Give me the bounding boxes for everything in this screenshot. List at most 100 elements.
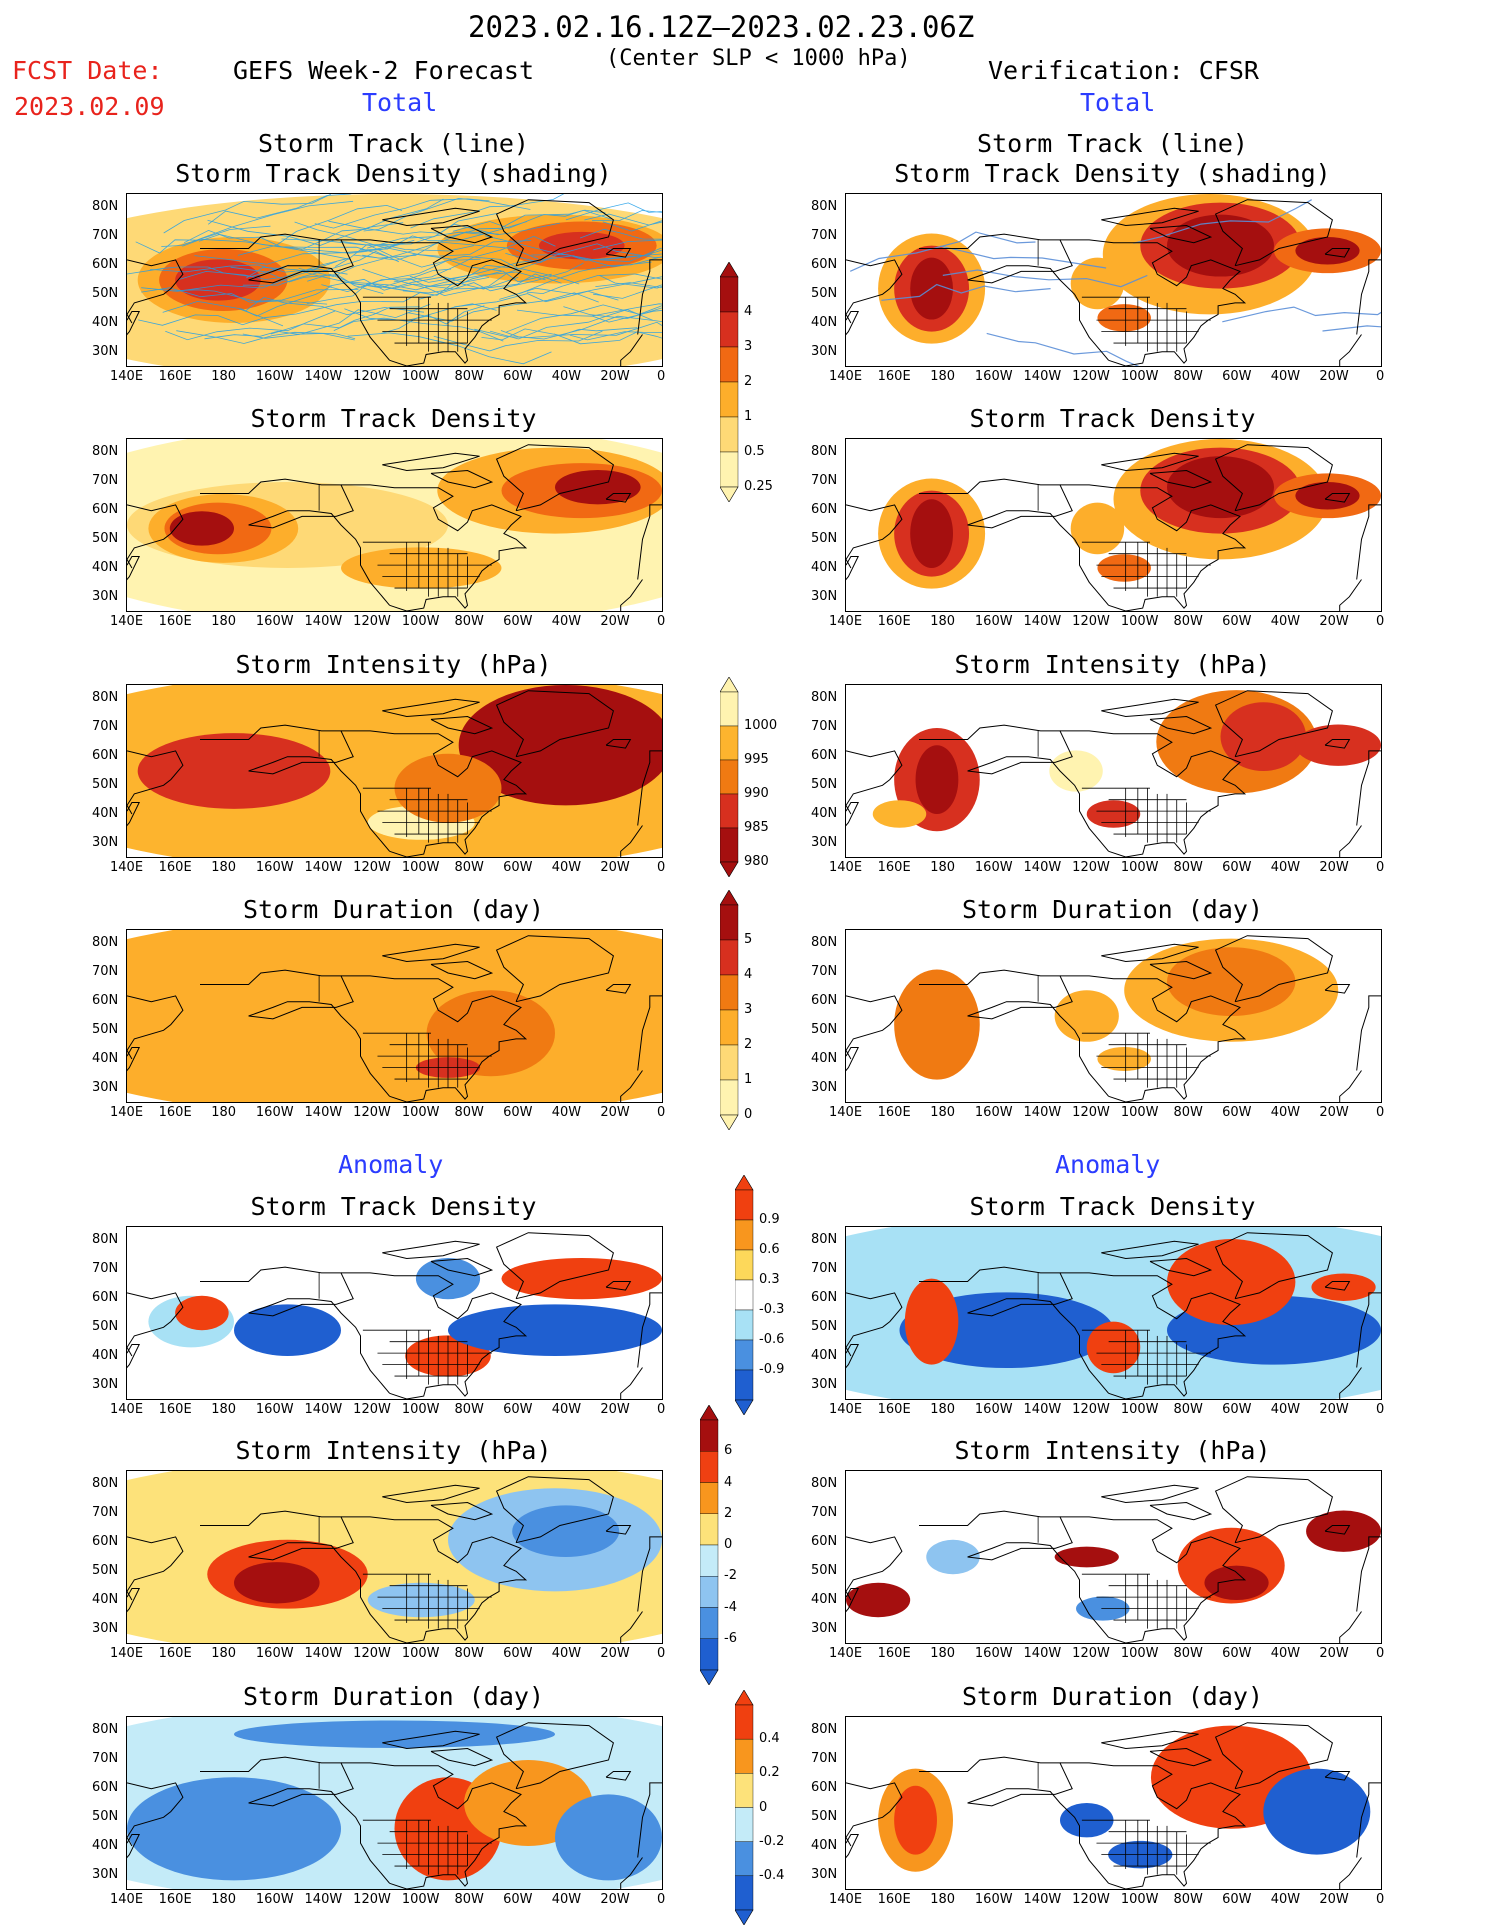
- lon-tick-label: 0: [657, 1105, 666, 1120]
- storm-track-line: [353, 240, 532, 261]
- lat-tick-label: 30N: [92, 344, 119, 359]
- coastline: [846, 311, 860, 336]
- coastline: [637, 259, 662, 335]
- lat-tick-label: 80N: [92, 444, 119, 459]
- right-column-title: Verification: CFSR: [988, 56, 1259, 85]
- lon-tick-label: 40W: [551, 1402, 582, 1417]
- storm-track-line: [1222, 306, 1381, 323]
- storm-track-line: [433, 330, 603, 352]
- lat-tick-label: 30N: [811, 344, 838, 359]
- panel-title: Storm Track Density: [250, 404, 537, 433]
- lon-tick-label: 20W: [600, 1402, 630, 1417]
- lon-tick-label: 0: [657, 860, 666, 875]
- lon-tick-label: 140W: [1023, 1105, 1062, 1120]
- coastline: [382, 1730, 480, 1750]
- lon-tick-label: 160W: [974, 1105, 1013, 1120]
- lon-tick-label: 140E: [829, 369, 863, 384]
- coastline: [1149, 960, 1213, 980]
- coastline: [1060, 1272, 1247, 1399]
- colorbar-label: 980: [744, 854, 769, 869]
- lon-tick-label: 160W: [974, 1402, 1013, 1417]
- storm-track-line: [242, 251, 400, 286]
- panel-title: Storm Track (line): [258, 129, 529, 158]
- lon-tick-label: 60W: [503, 1646, 533, 1661]
- colorbar-label: 0.25: [744, 479, 773, 494]
- lat-tick-label: 30N: [92, 1080, 119, 1095]
- storm-track-line: [344, 305, 485, 325]
- colorbar-segment: [719, 1044, 739, 1081]
- lat-tick-label: 50N: [811, 1022, 838, 1037]
- storm-track-line: [270, 306, 420, 335]
- storm-track-line: [444, 209, 606, 239]
- colorbar-segment: [734, 1841, 754, 1877]
- storm-track-line: [298, 231, 499, 277]
- colorbar-segment: [719, 759, 739, 795]
- lon-tick-label: 60W: [503, 614, 533, 629]
- map-panel: [126, 929, 663, 1103]
- lat-tick-label: 60N: [811, 1780, 838, 1795]
- lon-tick-label: 0: [1376, 369, 1385, 384]
- lon-tick-label: 160E: [158, 1402, 192, 1417]
- storm-track-line: [563, 306, 662, 320]
- lon-tick-label: 160W: [974, 1646, 1013, 1661]
- lon-tick-label: 160W: [255, 1402, 294, 1417]
- lat-tick-label: 70N: [92, 1505, 119, 1520]
- lon-tick-label: 160W: [255, 1892, 294, 1907]
- map-svg: [127, 685, 662, 857]
- lon-tick-label: 160E: [877, 1402, 911, 1417]
- storm-track-line: [593, 284, 662, 299]
- colorbar-label: 4: [744, 967, 753, 982]
- shaded-region: [1167, 1239, 1296, 1326]
- lon-tick-label: 100W: [1120, 614, 1159, 629]
- lon-tick-label: 160W: [974, 369, 1013, 384]
- state-borders: [1037, 484, 1211, 597]
- lat-tick-label: 70N: [92, 228, 119, 243]
- shaded-region: [1311, 1273, 1376, 1301]
- storm-track-line: [1133, 199, 1312, 244]
- shaded-region: [846, 1582, 911, 1618]
- coastline: [919, 478, 1109, 606]
- coastline: [200, 233, 390, 361]
- lon-tick-label: 40W: [551, 614, 582, 629]
- lon-tick-label: 80W: [1173, 614, 1203, 629]
- shaded-region: [341, 547, 502, 589]
- right-anomaly-label: Anomaly: [1055, 1150, 1161, 1179]
- lon-tick-label: 100W: [401, 1105, 440, 1120]
- colorbar-arrow-top: [734, 1174, 754, 1191]
- shaded-region: [1097, 554, 1151, 582]
- lon-tick-label: 120W: [353, 1892, 391, 1907]
- lon-tick-label: 180: [930, 1892, 956, 1907]
- coastline: [605, 1281, 632, 1291]
- lat-tick-label: 70N: [811, 1505, 838, 1520]
- colorbar-label: 4: [724, 1474, 733, 1490]
- colorbar-segment: [734, 1279, 754, 1311]
- lat-tick-label: 50N: [92, 1809, 119, 1824]
- lon-tick-label: 140E: [110, 1402, 144, 1417]
- coastline: [341, 730, 528, 857]
- lon-tick-label: 80W: [1173, 1892, 1203, 1907]
- coastline: [1339, 1070, 1362, 1102]
- colorbar-label: 5: [744, 932, 753, 947]
- lon-tick-label: 120W: [1072, 860, 1110, 875]
- lon-tick-label: 40W: [1270, 1402, 1301, 1417]
- lon-tick-label: 120W: [353, 860, 391, 875]
- lon-tick-label: 180: [211, 614, 237, 629]
- colorbar-segment: [734, 1339, 754, 1371]
- coastline: [430, 715, 494, 735]
- lon-tick-label: 40W: [1270, 1892, 1301, 1907]
- storm-track-line: [505, 243, 662, 264]
- coastline: [605, 248, 632, 258]
- lon-tick-label: 20W: [1319, 1105, 1349, 1120]
- lon-tick-label: 180: [930, 614, 956, 629]
- lon-tick-label: 160W: [974, 860, 1013, 875]
- left-column-title: GEFS Week-2 Forecast: [233, 56, 535, 85]
- colorbar-segment: [719, 381, 739, 418]
- coastline: [495, 935, 614, 1003]
- lon-tick-label: 80W: [454, 369, 484, 384]
- coastline: [846, 750, 903, 815]
- lon-tick-label: 140E: [829, 614, 863, 629]
- colorbar-label: 4: [744, 304, 753, 319]
- lat-tick-label: 50N: [92, 777, 119, 792]
- coastline: [430, 1501, 494, 1521]
- coastline: [605, 739, 632, 749]
